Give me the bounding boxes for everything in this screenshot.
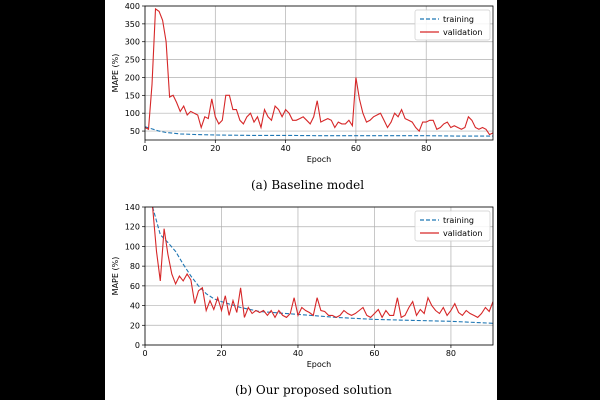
chart-baseline: 0 20 40 60 80 50 100 150 200 250 300 350 400 Epoch MAP…	[111, 2, 494, 164]
legend-label-validation: validation	[443, 28, 482, 37]
x-tick-label: 0	[142, 349, 147, 358]
series-line-training	[145, 126, 493, 137]
y-tick-label: 250	[125, 56, 140, 65]
x-tick-label: 40	[281, 144, 291, 153]
y-axis-label: MAPE (%)	[111, 257, 120, 296]
y-tick-label: 140	[125, 203, 140, 212]
y-tick-label: 50	[130, 127, 140, 136]
y-tick-label: 100	[125, 242, 140, 251]
x-tick-label: 20	[216, 349, 226, 358]
y-tick-label: 300	[125, 38, 140, 47]
x-tick-label: 40	[293, 349, 303, 358]
y-axis-label: MAPE (%)	[111, 54, 120, 93]
y-tick-label: 350	[125, 20, 140, 29]
x-tick-label: 20	[210, 144, 220, 153]
caption-baseline: (a) Baseline model	[251, 178, 365, 192]
chart-proposed: 0 20 40 60 80 0 20 40 60 80 100 120 140 Epoch MAPE (%)…	[111, 203, 494, 369]
y-tick-label: 0	[135, 341, 140, 350]
plot-frame	[144, 206, 494, 346]
y-tick-label: 150	[125, 91, 140, 100]
x-axis-label: Epoch	[307, 155, 332, 164]
x-tick-label: 60	[351, 144, 361, 153]
x-tick-label: 80	[421, 144, 431, 153]
y-tick-label: 20	[130, 321, 140, 330]
legend-label-validation: validation	[443, 229, 482, 238]
series-line-validation	[152, 207, 493, 319]
legend: training validation	[414, 210, 491, 242]
series-line-training	[152, 207, 493, 324]
x-tick-label: 0	[142, 144, 147, 153]
y-tick-label: 120	[125, 223, 140, 232]
y-tick-label: 60	[130, 282, 140, 291]
legend-label-training: training	[443, 15, 474, 24]
y-tick-label: 80	[130, 262, 140, 271]
plot-frame	[144, 5, 494, 141]
series-line-validation	[145, 7, 493, 136]
figure-page: 0 20 40 60 80 50 100 150 200 250 300 350 400 Epoch MAP…	[105, 0, 497, 400]
y-tick-label: 200	[125, 73, 140, 82]
legend-label-training: training	[443, 216, 474, 225]
y-tick-label: 40	[130, 302, 140, 311]
x-tick-label: 60	[369, 349, 379, 358]
y-tick-label: 400	[125, 2, 140, 11]
caption-proposed: (b) Our proposed solution	[235, 383, 392, 397]
y-tick-label: 100	[125, 109, 140, 118]
legend: training validation	[414, 9, 491, 41]
x-tick-label: 80	[446, 349, 456, 358]
x-axis-label: Epoch	[307, 360, 332, 369]
